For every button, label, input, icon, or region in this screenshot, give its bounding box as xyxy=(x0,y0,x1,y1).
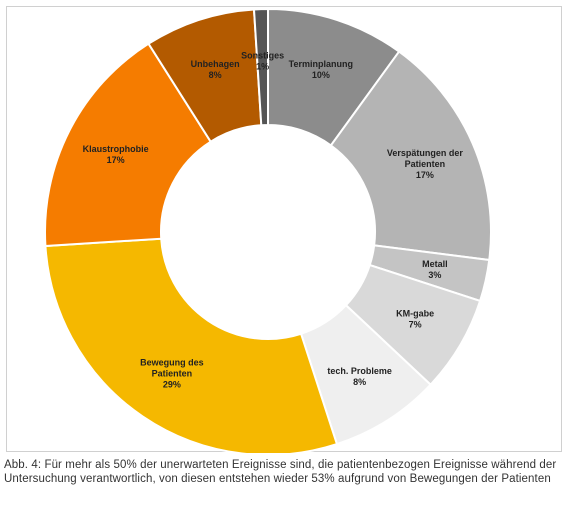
slice-label-3: KM-gabe 7% xyxy=(396,309,434,330)
slice-label-7: Unbehagen 8% xyxy=(191,59,240,80)
slice-label-5: Bewegung des Patienten 29% xyxy=(140,357,204,389)
slice-label-2: Metall 3% xyxy=(422,259,448,280)
slice-bewegung-des-patienten xyxy=(44,237,339,453)
slice-klaustrophobie xyxy=(44,42,213,248)
slice-sonstiges xyxy=(252,7,269,127)
chart-frame: Terminplanung 10% Verspätungen der Patiente… xyxy=(6,6,562,453)
slice-verspätungen-der-patienten xyxy=(329,50,492,262)
slice-label-4: tech. Probleme 8% xyxy=(327,366,392,387)
slice-label-8: Sonstiges 1% xyxy=(241,51,284,72)
slice-label-0: Terminplanung 10% xyxy=(289,59,353,80)
donut-chart: Terminplanung 10% Verspätungen der Patiente… xyxy=(44,7,492,453)
slice-labels: Terminplanung 10% Verspätungen der Patiente… xyxy=(83,51,464,390)
slice-label-6: Klaustrophobie 17% xyxy=(83,144,149,165)
figure-caption: Abb. 4: Für mehr als 50% der unerwartete… xyxy=(4,459,557,485)
slice-label-1: Verspätungen der Patienten 17% xyxy=(387,148,464,180)
slices xyxy=(44,7,492,453)
